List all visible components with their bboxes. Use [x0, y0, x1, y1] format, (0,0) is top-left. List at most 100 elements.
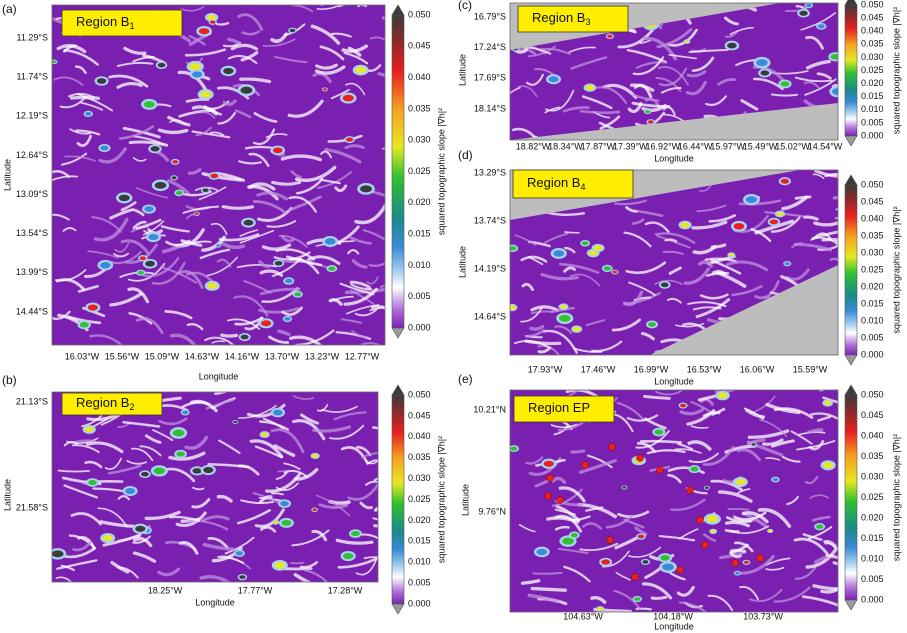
texture [292, 395, 315, 400]
texture [820, 587, 838, 594]
region-title-text: Region B [527, 175, 580, 190]
feature [240, 334, 249, 340]
texture [72, 540, 92, 552]
texture [668, 53, 697, 60]
texture [233, 295, 269, 317]
texture [770, 93, 799, 97]
colorbar-tick-label: 0.030 [408, 135, 431, 145]
feature [355, 66, 367, 74]
feature [175, 190, 183, 195]
texture [656, 28, 693, 49]
texture [169, 119, 187, 126]
texture [120, 239, 150, 255]
lat-tick-label: 17.69°S [474, 73, 506, 83]
texture [312, 425, 352, 433]
texture [739, 585, 759, 601]
texture [52, 169, 71, 178]
colorbar-tick-label: 0.015 [861, 298, 884, 308]
colorbar-tick-label: 0.035 [861, 39, 884, 49]
texture [70, 512, 102, 526]
texture [256, 191, 289, 201]
texture [658, 534, 696, 542]
colorbar-tick-label: 0.045 [861, 12, 884, 22]
texture [731, 285, 763, 297]
feature [735, 479, 746, 485]
texture [144, 434, 162, 444]
texture [199, 574, 231, 582]
texture [550, 423, 578, 429]
texture [321, 405, 358, 413]
feature [645, 110, 651, 114]
region-title: Region EP [528, 400, 590, 415]
texture [816, 72, 832, 80]
colorbar-tick-label: 0.015 [408, 536, 431, 546]
x-axis-label: Longitude [654, 153, 694, 163]
colorbar-tick-label: 0.000 [861, 130, 884, 140]
marker [676, 566, 684, 574]
texture [278, 234, 308, 248]
feature [153, 467, 165, 475]
feature [601, 559, 610, 565]
colorbar-label: squared topographic slope |∇h|² [436, 108, 446, 235]
map-field [510, 390, 838, 612]
texture [800, 12, 837, 31]
colorbar-extend-bottom [844, 354, 858, 366]
map-frame [51, 391, 379, 583]
texture [265, 472, 302, 493]
texture [350, 283, 373, 291]
texture [635, 61, 667, 69]
texture [703, 533, 717, 542]
colorbar-extend-top [844, 384, 858, 396]
lat-tick-label: 21.58°S [16, 502, 48, 512]
colorbar-tick-label: 0.000 [408, 322, 431, 332]
colorbar-tick-label: 0.015 [408, 228, 431, 238]
lon-tick-label: 18.25°W [148, 585, 183, 595]
texture [578, 459, 617, 474]
texture [708, 214, 737, 223]
texture [717, 490, 753, 503]
texture [216, 258, 232, 268]
texture [261, 287, 299, 304]
texture [109, 208, 134, 220]
texture [84, 460, 103, 469]
texture [528, 256, 544, 266]
texture [93, 217, 129, 242]
texture [258, 260, 272, 269]
texture [344, 144, 365, 150]
colorbar-tick-label: 0.030 [861, 471, 884, 481]
texture [253, 111, 278, 123]
texture [252, 200, 287, 214]
texture [625, 206, 638, 213]
texture [201, 515, 230, 522]
colorbar-extend-top [844, 174, 858, 186]
texture [674, 448, 702, 454]
texture [632, 93, 660, 102]
texture [195, 126, 213, 137]
colorbar-tick-label: 0.050 [408, 389, 431, 399]
texture [270, 428, 305, 454]
texture [182, 205, 220, 214]
feature [84, 426, 94, 433]
region-title-box [517, 5, 629, 33]
lon-tick-label: 18.34°W [548, 141, 583, 151]
marker [686, 486, 694, 494]
feature [815, 524, 824, 529]
colorbar-tick-label: 0.000 [861, 594, 884, 604]
lon-tick-label: 17.46°W [581, 364, 616, 374]
feature [710, 529, 716, 533]
texture [178, 541, 199, 555]
colorbar-tick-label: 0.020 [861, 281, 884, 291]
texture [667, 473, 682, 484]
marker [756, 554, 764, 562]
texture [187, 168, 202, 175]
texture [286, 255, 323, 267]
texture [586, 454, 613, 469]
texture [98, 147, 127, 164]
texture [360, 451, 378, 459]
texture [344, 82, 366, 96]
texture [209, 131, 224, 136]
texture [76, 134, 93, 147]
texture [631, 218, 645, 225]
texture [63, 441, 78, 447]
texture [334, 184, 348, 193]
